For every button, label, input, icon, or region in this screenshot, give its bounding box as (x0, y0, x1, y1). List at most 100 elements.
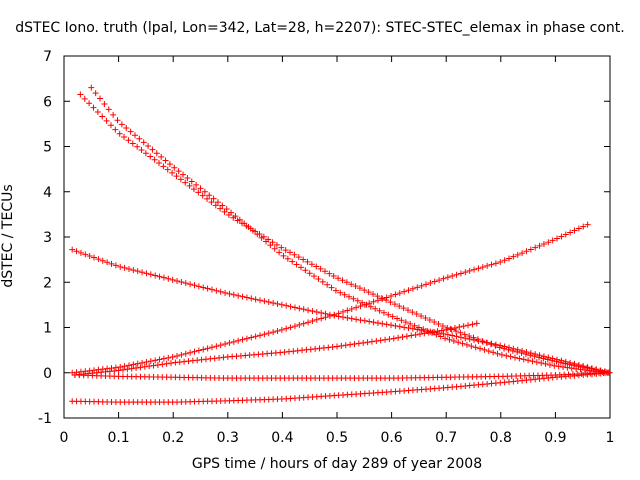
y-tick-label: 0 (43, 366, 52, 382)
data-point (361, 317, 368, 324)
data-point (300, 320, 307, 327)
data-point (141, 363, 148, 370)
data-point (431, 319, 438, 326)
data-point (245, 224, 252, 231)
data-point (95, 256, 102, 263)
data-point (549, 237, 556, 244)
x-tick-label: 0.4 (271, 430, 293, 446)
data-point (354, 297, 361, 304)
data-point (447, 325, 454, 332)
data-point (494, 350, 501, 357)
x-tick-label: 0.1 (107, 430, 129, 446)
data-point (330, 272, 337, 279)
data-point (457, 270, 464, 277)
data-point (313, 316, 320, 323)
data-point (278, 244, 285, 251)
data-point (208, 344, 215, 351)
data-point (271, 245, 278, 252)
data-point (390, 335, 397, 342)
data-point (265, 299, 272, 306)
data-point (430, 328, 437, 335)
data-point (568, 365, 575, 372)
data-point (159, 361, 166, 368)
data-point (156, 273, 163, 280)
data-point (427, 279, 434, 286)
data-point (389, 313, 396, 320)
data-point (346, 293, 353, 300)
data-point (121, 363, 128, 370)
data-point (575, 225, 582, 232)
data-point (575, 362, 582, 369)
data-point (315, 275, 322, 282)
data-point (108, 260, 115, 267)
data-point (278, 326, 285, 333)
data-point (128, 365, 135, 372)
data-point (466, 336, 473, 343)
data-point (453, 271, 460, 278)
data-point (92, 90, 99, 97)
data-point (146, 363, 153, 370)
data-point (421, 330, 428, 337)
x-tick-label: 1 (606, 430, 615, 446)
data-point (385, 311, 392, 318)
data-point (149, 146, 156, 153)
data-point (300, 256, 307, 263)
data-point (361, 287, 368, 294)
data-point (357, 303, 364, 310)
data-point (156, 160, 163, 167)
data-point (297, 264, 304, 271)
data-point (391, 301, 398, 308)
data-point (331, 311, 338, 318)
data-point (567, 359, 574, 366)
data-point (284, 255, 291, 262)
data-point (217, 342, 224, 349)
data-point (258, 234, 265, 241)
y-tick-label: 4 (43, 185, 52, 201)
data-point (439, 323, 446, 330)
data-point (471, 337, 478, 344)
data-point (418, 282, 425, 289)
data-point (338, 342, 345, 349)
data-point (243, 335, 250, 342)
data-point (332, 287, 339, 294)
data-point (147, 271, 154, 278)
data-point (174, 277, 181, 284)
data-point (150, 362, 157, 369)
data-point (163, 360, 170, 367)
data-point (134, 268, 141, 275)
data-point (321, 268, 328, 275)
data-point (123, 124, 130, 131)
data-point (201, 188, 208, 195)
data-point (418, 327, 425, 334)
data-point (334, 343, 340, 350)
data-point (77, 91, 84, 98)
data-point (395, 334, 402, 341)
data-point (309, 308, 316, 315)
data-point (296, 305, 303, 312)
data-point (291, 323, 298, 330)
data-point (81, 95, 88, 102)
data-point (235, 292, 242, 299)
data-point (142, 150, 149, 157)
data-point (212, 202, 219, 209)
data-point (412, 331, 419, 338)
data-point (484, 339, 491, 346)
data-point (133, 365, 140, 372)
data-point (536, 242, 543, 249)
data-point (606, 369, 613, 376)
data-point (438, 327, 445, 334)
data-point (520, 356, 527, 363)
data-point (448, 326, 455, 333)
data-point (456, 324, 463, 331)
data-point (356, 285, 363, 292)
data-point (451, 324, 458, 331)
data-point (335, 275, 342, 282)
data-point (318, 309, 325, 316)
data-point (339, 277, 346, 284)
series-1 (77, 91, 612, 376)
data-point (444, 274, 451, 281)
data-point (378, 295, 385, 302)
data-point (407, 320, 414, 327)
data-point (143, 270, 150, 277)
data-point (386, 336, 393, 343)
